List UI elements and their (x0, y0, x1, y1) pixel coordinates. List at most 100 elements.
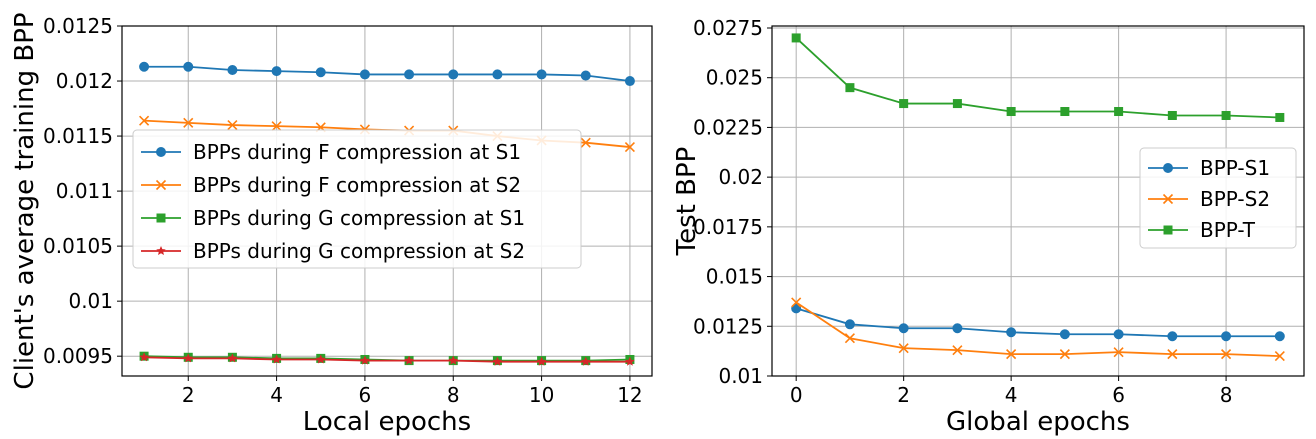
left-series-3-point (315, 354, 326, 364)
right-legend-marker (1163, 163, 1173, 173)
left-series-3-point (227, 353, 238, 363)
left-legend-marker (156, 147, 166, 157)
right-legend-label: BPP-S2 (1200, 187, 1270, 211)
left-series-3-line (144, 356, 630, 363)
left-series-3-point (536, 356, 547, 366)
left-series-0-point (448, 69, 459, 80)
left-y-axis-label: Client's average training BPP (10, 12, 40, 389)
left-legend-item: BPPs during G compression at S1 (141, 206, 525, 230)
left-x-tick-label: 10 (529, 383, 554, 407)
left-series-1-point (183, 117, 194, 128)
left-y-tick-label: 0.0095 (43, 344, 113, 368)
right-x-tick-label: 2 (897, 383, 910, 407)
right-series-2-point (791, 33, 801, 43)
left-legend-item: BPPs during G compression at S2 (141, 239, 525, 263)
left-series-0-point (404, 69, 415, 80)
right-series-2-point (1060, 107, 1070, 117)
left-series-1-point (271, 121, 282, 132)
left-series-3-point (580, 356, 591, 366)
right-series-1-point (1113, 347, 1124, 358)
left-y-tick-label: 0.0115 (43, 124, 113, 148)
right-series-0-point (1167, 331, 1178, 342)
right-y-tick-label: 0.0175 (693, 215, 763, 239)
left-legend-label: BPPs during F compression at S2 (193, 173, 521, 197)
left-series-0-point (624, 76, 635, 87)
left-series-0-point (227, 65, 238, 76)
right-series-2-line (795, 37, 1280, 119)
right-series-2-point (1114, 107, 1124, 117)
right-legend-item: BPP-S1 (1148, 156, 1270, 180)
left-y-tick-label: 0.0105 (43, 234, 113, 258)
left-chart: 2 4 6 8 10 12 0.0095 0.01 0.0105 0.011 0.0115 0.012… (10, 12, 653, 437)
left-x-tick-label: 6 (359, 383, 372, 407)
right-legend-item: BPP-S2 (1148, 187, 1270, 211)
left-x-tick-label: 2 (182, 383, 195, 407)
left-series-0-point (271, 66, 282, 77)
left-series-0-point (536, 69, 547, 80)
left-x-tick-label: 12 (617, 383, 642, 407)
right-x-axis-label: Global epochs (946, 407, 1130, 437)
right-y-tick-label: 0.02 (718, 165, 763, 189)
right-series-1-point (1167, 349, 1178, 360)
right-series-2-point (899, 99, 909, 109)
left-legend-item: BPPs during F compression at S1 (141, 140, 521, 164)
left-series-3-point (448, 355, 459, 365)
left-series-0-point (139, 61, 150, 72)
right-y-tick-label: 0.0275 (693, 16, 763, 40)
right-y-tick-label: 0.0225 (693, 115, 763, 139)
right-x-tick-label: 0 (790, 383, 803, 407)
right-x-tick-label: 6 (1112, 383, 1125, 407)
right-series-2-point (1275, 112, 1285, 122)
right-legend-box (1139, 147, 1297, 249)
left-series-3 (139, 352, 635, 366)
right-y-tick-label: 0.025 (706, 66, 763, 90)
left-x-axis-label: Local epochs (303, 407, 471, 437)
left-legend-label: BPPs during G compression at S1 (193, 206, 525, 230)
left-series-0-point (492, 69, 503, 80)
left-legend-label: BPPs during G compression at S2 (193, 239, 525, 263)
left-series-0 (139, 61, 635, 87)
right-legend-item: BPP-T (1148, 218, 1256, 242)
right-y-tick-label: 0.0125 (693, 314, 763, 338)
right-series-1 (791, 297, 1285, 362)
left-series-1-point (227, 119, 238, 131)
left-series-3-point (360, 355, 370, 365)
left-y-tick-label: 0.0125 (43, 14, 113, 38)
left-y-tick-label: 0.012 (56, 69, 113, 93)
right-series-1-point (1006, 349, 1017, 360)
left-plot-frame (121, 25, 653, 377)
right-legend-marker (1162, 193, 1174, 205)
right-series-1-point (1221, 349, 1232, 360)
right-y-tick-label: 0.015 (706, 265, 763, 289)
left-x-tick-label: 4 (270, 383, 283, 407)
right-x-tick-label: 4 (1005, 383, 1018, 407)
right-series-2-point (1167, 110, 1177, 120)
right-series-0-point (791, 303, 802, 314)
right-series-2-point (845, 83, 855, 93)
right-y-axis-label: Test BPP (672, 147, 702, 257)
left-series-0-point (359, 69, 370, 80)
left-series-0-point (183, 61, 194, 72)
right-series-1-point (791, 297, 802, 308)
right-y-tick-label: 0.01 (718, 364, 763, 388)
left-series-3-point (139, 352, 149, 362)
left-legend: BPPs during F compression at S1 BPPs duri… (132, 129, 582, 269)
right-legend-marker (1163, 225, 1173, 235)
left-series-1-point (580, 137, 591, 148)
right-series-1-point (1059, 349, 1070, 360)
right-series-1-point (952, 345, 963, 356)
right-chart: 0 2 4 6 8 0.01 0.0125 0.015 0.0175 0.02 0.0225 0.02… (672, 16, 1305, 437)
right-series-2-point (952, 99, 962, 109)
right-series-0-point (952, 323, 963, 334)
right-series-2-point (1006, 107, 1016, 117)
right-x-tick-label: 8 (1220, 383, 1233, 407)
right-series-0-point (1274, 331, 1285, 342)
right-series-0-line (795, 307, 1280, 338)
left-series-1-point (139, 115, 150, 126)
left-y-tick-label: 0.011 (56, 179, 113, 203)
right-series-2 (791, 33, 1285, 122)
left-series-0-line (144, 65, 631, 82)
right-legend-label: BPP-T (1200, 218, 1256, 242)
right-series-0-point (844, 319, 855, 330)
